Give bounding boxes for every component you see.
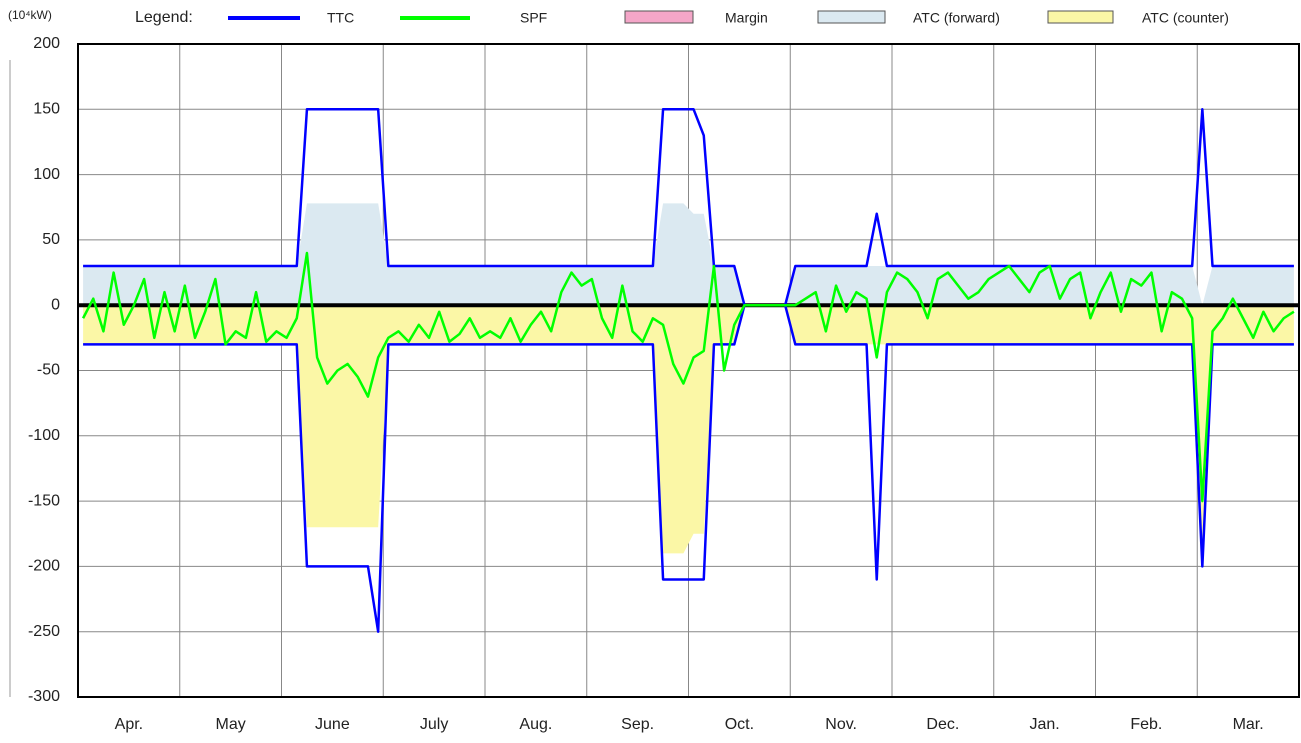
y-tick-label: -100 (28, 427, 60, 444)
x-tick-label: Nov. (825, 716, 857, 733)
x-tick-label: Jan. (1030, 716, 1060, 733)
ttc-forward-line (83, 108, 1294, 307)
x-tick-label: Dec. (926, 716, 959, 733)
plot-frame (77, 43, 1300, 698)
x-tick-label: Feb. (1130, 716, 1162, 733)
x-tick-label: Mar. (1233, 716, 1264, 733)
legend-label: Margin (725, 10, 768, 26)
y-tick-label: 100 (33, 166, 60, 183)
y-tick-label: -200 (28, 558, 60, 575)
y-tick-label: -150 (28, 492, 60, 509)
y-tick-label: -300 (28, 688, 60, 705)
x-tick-label: Oct. (725, 716, 754, 733)
x-tick-label: July (420, 716, 448, 733)
legend-label: ATC (forward) (913, 10, 1000, 26)
legend-label: TTC (327, 10, 354, 26)
y-tick-label: -250 (28, 623, 60, 640)
legend-swatch (817, 10, 886, 24)
x-tick-label: June (315, 716, 350, 733)
unit-label: (10⁴kW) (8, 8, 52, 22)
atc-area (83, 305, 1294, 554)
x-tick-label: Aug. (519, 716, 552, 733)
legend-label: SPF (520, 10, 547, 26)
y-tick-label: 0 (51, 296, 60, 313)
x-tick-label: Sep. (621, 716, 654, 733)
x-tick-label: Apr. (115, 716, 143, 733)
legend-swatch (624, 10, 694, 24)
y-tick-label: 200 (33, 35, 60, 52)
legend-title: Legend: (135, 9, 193, 26)
x-tick-label: May (216, 716, 246, 733)
atc-area (83, 203, 1294, 306)
spf-line (81, 251, 1295, 503)
legend-label: ATC (counter) (1142, 10, 1229, 26)
y-tick-label: 150 (33, 101, 60, 118)
y-tick-label: -50 (37, 362, 60, 379)
y-tick-label: 50 (42, 231, 60, 248)
ttc-counter-line (83, 303, 1294, 633)
legend-swatch (1047, 10, 1114, 24)
